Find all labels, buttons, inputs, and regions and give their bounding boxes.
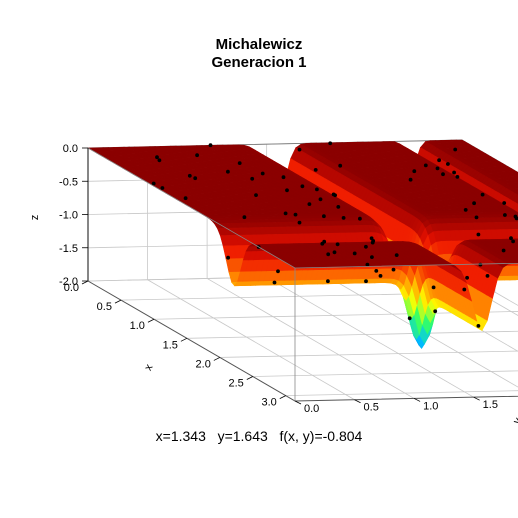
floor-grid-x-3 (186, 330, 518, 339)
floor-grid-x-5 (252, 370, 518, 377)
floor-grid-x-4 (219, 350, 518, 358)
floor-grid-y-4 (326, 275, 518, 388)
surface (86, 139, 518, 349)
floor-grid-y-2 (206, 278, 415, 399)
floor-grid-y-1 (147, 279, 355, 401)
floor-grid-x-6 (285, 390, 518, 397)
floor-grid-y-3 (266, 276, 474, 398)
